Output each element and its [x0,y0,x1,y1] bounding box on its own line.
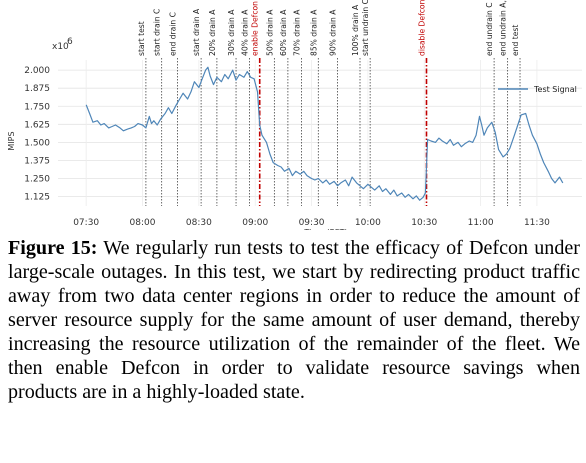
x-tick-label: 11:00 [468,218,494,228]
event-label: 20% drain A [208,9,217,56]
figure-caption: Figure 15: We regularly run tests to tes… [8,236,580,404]
event-label: start drain A [192,8,201,56]
figure-15-chart: start test start drain C end drain C start … [0,0,586,230]
x-tick-label: 09:30 [299,218,325,228]
caption-text: We regularly run tests to test the effic… [8,237,580,403]
event-label: end test [511,25,520,56]
x-tick-label: 08:00 [130,218,156,228]
y-tick-label: 1.875 [24,84,50,94]
event-label: 30% drain A [227,9,236,56]
y-axis-title: MIPS [7,131,16,150]
event-label: end undrain C [485,2,494,56]
event-label: 40% drain A [241,9,250,56]
event-label: 50% drain A [265,9,274,56]
grid [58,60,582,206]
x-tick-label: 11:30 [524,218,550,228]
legend-label: Test Signal [533,85,577,94]
y-tick-label: 1.500 [24,138,50,148]
event-label: 90% drain A [328,9,337,56]
event-label: 60% drain A [279,9,288,56]
axes: 1.125 1.250 1.375 1.500 1.625 1.750 1.875 2.000… [7,37,550,230]
x-tick-label: 07:30 [73,218,99,228]
x-tick-label: 08:30 [186,218,212,228]
y-tick-label: 2.000 [24,66,50,76]
event-label: end undrain A, [499,0,508,56]
y-multiplier-exponent: 6 [67,37,73,47]
event-label: disable Defcon L2 [417,0,426,56]
figure-label: Figure 15: [8,237,97,259]
event-markers: start test start drain C end drain C start … [137,0,520,206]
y-tick-label: 1.250 [24,175,50,185]
x-tick-label: 10:30 [411,218,437,228]
event-label: 100% drain A [351,4,360,56]
x-tick-label: 10:00 [355,218,381,228]
event-label: start undrain C, A [361,0,370,56]
mips-line-chart: start test start drain C end drain C start … [0,0,586,230]
y-tick-label: 1.125 [24,193,50,203]
y-tick-label: 1.750 [24,102,50,112]
event-label: start drain C [153,9,162,56]
y-tick-label: 1.375 [24,156,50,166]
y-tick-label: 1.625 [24,120,50,130]
event-label: enable Defcon L2 [251,0,260,56]
series-layer [86,67,563,200]
event-label: end drain C [168,12,177,56]
legend: Test Signal [498,85,577,94]
event-label: 85% drain A [309,9,318,56]
x-axis-title: Time (PST) [303,228,347,230]
x-tick-label: 09:00 [242,218,268,228]
event-label: 70% drain A [292,9,301,56]
series-line-0 [86,67,563,200]
event-label: start test [137,21,146,56]
